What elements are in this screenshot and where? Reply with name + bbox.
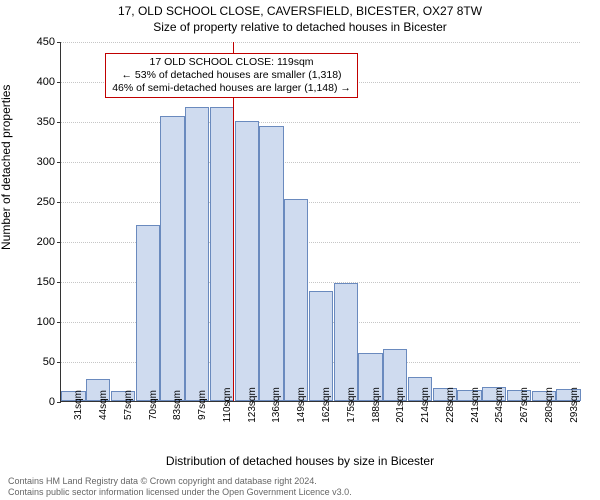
ytick-label: 200	[37, 236, 55, 248]
y-axis-label: Number of detached properties	[0, 85, 13, 250]
ytick-mark	[57, 322, 61, 323]
xtick-label: 110sqm	[222, 388, 233, 423]
bar	[160, 116, 184, 401]
ytick-mark	[57, 282, 61, 283]
xtick-label: 254sqm	[494, 387, 505, 423]
xtick-label: 201sqm	[395, 387, 406, 423]
gridline	[61, 162, 580, 163]
footer-line-1: Contains HM Land Registry data © Crown c…	[8, 476, 352, 487]
annotation-box: 17 OLD SCHOOL CLOSE: 119sqm ← 53% of det…	[105, 53, 358, 98]
bar	[259, 126, 283, 401]
ytick-mark	[57, 242, 61, 243]
x-axis-label: Distribution of detached houses by size …	[0, 454, 600, 468]
chart-container: { "titles": { "main": "17, OLD SCHOOL CL…	[0, 0, 600, 500]
xtick-label: 293sqm	[569, 387, 580, 423]
xtick-label: 70sqm	[148, 390, 159, 420]
chart-title: 17, OLD SCHOOL CLOSE, CAVERSFIELD, BICES…	[0, 4, 600, 18]
xtick-label: 280sqm	[544, 387, 555, 423]
xtick-label: 188sqm	[371, 387, 382, 423]
xtick-label: 149sqm	[296, 387, 307, 423]
ytick-label: 150	[37, 276, 55, 288]
ytick-label: 250	[37, 196, 55, 208]
xtick-label: 44sqm	[98, 390, 109, 420]
ytick-mark	[57, 202, 61, 203]
xtick-label: 31sqm	[73, 390, 84, 420]
xtick-label: 267sqm	[519, 387, 530, 423]
ytick-label: 50	[43, 356, 55, 368]
bar	[284, 199, 308, 401]
ytick-mark	[57, 402, 61, 403]
chart-subtitle: Size of property relative to detached ho…	[0, 20, 600, 34]
ytick-label: 350	[37, 116, 55, 128]
gridline	[61, 42, 580, 43]
xtick-label: 241sqm	[470, 387, 481, 423]
ytick-mark	[57, 122, 61, 123]
gridline	[61, 122, 580, 123]
bar	[309, 291, 333, 401]
xtick-label: 162sqm	[321, 387, 332, 423]
ytick-label: 400	[37, 76, 55, 88]
xtick-label: 83sqm	[172, 390, 183, 420]
annotation-line-1: 17 OLD SCHOOL CLOSE: 119sqm	[112, 56, 351, 69]
footer: Contains HM Land Registry data © Crown c…	[8, 476, 352, 498]
bar	[235, 121, 259, 401]
bar	[334, 283, 358, 401]
bar	[210, 107, 234, 401]
ytick-label: 300	[37, 156, 55, 168]
annotation-line-3: 46% of semi-detached houses are larger (…	[112, 82, 351, 95]
footer-line-2: Contains public sector information licen…	[8, 487, 352, 498]
xtick-label: 123sqm	[247, 387, 258, 423]
xtick-label: 228sqm	[445, 387, 456, 423]
xtick-label: 214sqm	[420, 387, 431, 423]
ytick-mark	[57, 362, 61, 363]
xtick-label: 175sqm	[346, 387, 357, 423]
annotation-line-2: ← 53% of detached houses are smaller (1,…	[112, 69, 351, 82]
ytick-label: 450	[37, 36, 55, 48]
xtick-label: 136sqm	[271, 387, 282, 423]
bar	[185, 107, 209, 401]
ytick-mark	[57, 162, 61, 163]
gridline	[61, 202, 580, 203]
bar	[136, 225, 160, 401]
ytick-mark	[57, 82, 61, 83]
xtick-label: 97sqm	[197, 390, 208, 420]
xtick-label: 57sqm	[123, 390, 134, 420]
plot-area: 05010015020025030035040045031sqm44sqm57s…	[60, 42, 580, 402]
ytick-label: 0	[49, 396, 55, 408]
ytick-mark	[57, 42, 61, 43]
ytick-label: 100	[37, 316, 55, 328]
